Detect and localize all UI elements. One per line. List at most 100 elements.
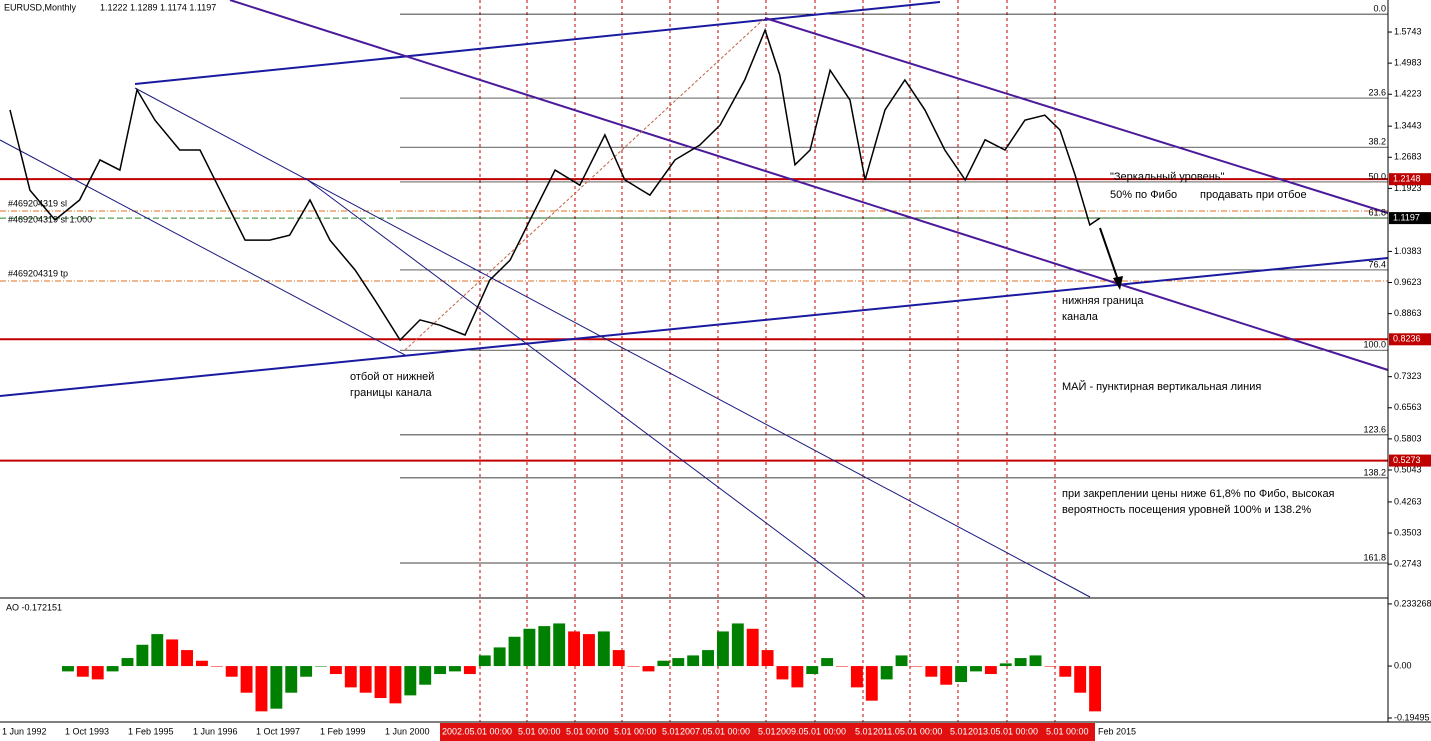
- ao-bar: [195, 660, 208, 667]
- fib-label: 138.2: [1363, 467, 1386, 477]
- vline-label-strip: [440, 723, 1095, 741]
- y-tick-label: 0.233268: [1394, 598, 1431, 608]
- fib-label: 50.0: [1368, 171, 1386, 181]
- ao-bar: [880, 666, 893, 680]
- order-label: #469204319 sl: [8, 198, 67, 208]
- ao-bar: [553, 623, 566, 667]
- vline-label: 2011.05.01 00:00: [873, 726, 942, 736]
- ao-bar: [463, 666, 476, 675]
- y-tick-label: 0.4263: [1394, 496, 1422, 506]
- y-tick-label: 0.00: [1394, 660, 1412, 670]
- ao-bar: [806, 666, 819, 675]
- annotation: 50% по Фибо: [1110, 189, 1177, 201]
- y-tick-label: 0.7323: [1394, 371, 1422, 381]
- ao-bar: [627, 666, 640, 667]
- ao-bar: [121, 658, 134, 667]
- ao-bar: [255, 666, 268, 712]
- ao-bar: [76, 666, 89, 677]
- annotation: канала: [1062, 311, 1099, 323]
- vline-label: 2013.05.01 00:00: [968, 726, 1038, 736]
- ao-bar: [791, 666, 804, 688]
- ao-bar: [1074, 666, 1087, 693]
- vline-label: 2007.05.01 00:00: [680, 726, 750, 736]
- y-tick-label: 1.3443: [1394, 121, 1422, 131]
- y-tick-label: 0.2743: [1394, 559, 1422, 569]
- order-label: #469204319 tp: [8, 268, 68, 278]
- y-tick-label: 0.8863: [1394, 308, 1422, 318]
- ao-bar: [449, 666, 461, 672]
- ao-bar: [776, 666, 789, 680]
- ao-bar: [1044, 666, 1057, 667]
- price-tag: [1389, 333, 1431, 346]
- annotation: при закреплении цены ниже 61,8% по Фибо,…: [1062, 488, 1335, 500]
- ao-bar: [731, 623, 744, 667]
- ao-bar: [836, 666, 848, 667]
- y-tick-label: 0.5043: [1394, 464, 1422, 474]
- time-label: 1 Oct 1997: [256, 726, 300, 736]
- ao-bar: [687, 655, 700, 667]
- ao-bar: [359, 666, 372, 693]
- fib-label: 123.6: [1363, 424, 1386, 434]
- ao-bar: [895, 655, 908, 667]
- ao-bar: [315, 666, 327, 667]
- time-label: 1 Jun 1996: [193, 726, 238, 736]
- vline-label: 5.01 00:00: [1046, 726, 1089, 736]
- ao-bar: [300, 666, 313, 677]
- ao-bar: [642, 666, 655, 672]
- ao-bar: [702, 650, 714, 667]
- fib-label: 76.4: [1368, 259, 1386, 269]
- ao-bar: [568, 631, 581, 667]
- y-tick-label: 1.2683: [1394, 152, 1422, 162]
- vline-label: 5.01: [662, 726, 680, 736]
- ao-bar: [597, 631, 610, 667]
- time-label: 1 Oct 1993: [65, 726, 109, 736]
- ao-bar: [821, 658, 834, 667]
- y-tick-label: 1.4983: [1394, 58, 1422, 68]
- vline-label: 5.01 00:00: [566, 726, 609, 736]
- ao-bar: [1014, 658, 1027, 667]
- vline-label: 5.01 00:00: [614, 726, 657, 736]
- fib-label: 100.0: [1363, 340, 1386, 350]
- ao-bar: [523, 628, 536, 667]
- ao-bar: [478, 655, 491, 667]
- y-tick-label: 0.6563: [1394, 402, 1422, 412]
- time-label: 1 Jun 1992: [2, 726, 47, 736]
- ao-bar: [612, 650, 625, 667]
- price-tag: [1389, 173, 1431, 186]
- levels-layer: [0, 13, 1388, 564]
- fib-label: 38.2: [1368, 137, 1386, 147]
- annotation: продавать при отбое: [1200, 189, 1307, 201]
- vertical-lines: [479, 0, 1056, 722]
- ao-bar: [434, 666, 447, 675]
- ao-bar: [151, 634, 164, 667]
- vline-label: 2002.05.01 00:00: [442, 726, 512, 736]
- ao-bar: [865, 666, 878, 701]
- ao-bar: [210, 666, 223, 667]
- header-title: EURUSD,Monthly: [4, 2, 77, 12]
- annotation: границы канала: [350, 387, 433, 399]
- price-tag-label: 0.8236: [1393, 334, 1421, 344]
- plot-layer: [9, 27, 1102, 712]
- ao-bar: [925, 666, 938, 677]
- time-label: 1 Jun 2000: [385, 726, 430, 736]
- annotation: нижняя граница: [1062, 295, 1144, 307]
- ao-bar: [106, 666, 119, 672]
- y-tick-label: 1.1923: [1394, 183, 1422, 193]
- ao-bar: [970, 666, 982, 672]
- ao-bar: [270, 666, 283, 709]
- time-label: Feb 2015: [1098, 726, 1136, 736]
- y-tick-label: 1.4223: [1394, 89, 1422, 99]
- vline-label: 5.01: [950, 726, 968, 736]
- fib-label: 23.6: [1368, 87, 1386, 97]
- ao-bar: [850, 666, 863, 688]
- ao-bar: [181, 650, 193, 667]
- ao-bar: [374, 666, 387, 699]
- ao-bar: [999, 663, 1012, 667]
- y-tick-label: -0.19495: [1394, 712, 1430, 722]
- price-tag-label: 1.2148: [1393, 174, 1421, 184]
- ao-bar: [538, 626, 551, 667]
- annotation: вероятность посещения уровней 100% и 138…: [1062, 504, 1311, 516]
- ao-bar: [91, 666, 104, 680]
